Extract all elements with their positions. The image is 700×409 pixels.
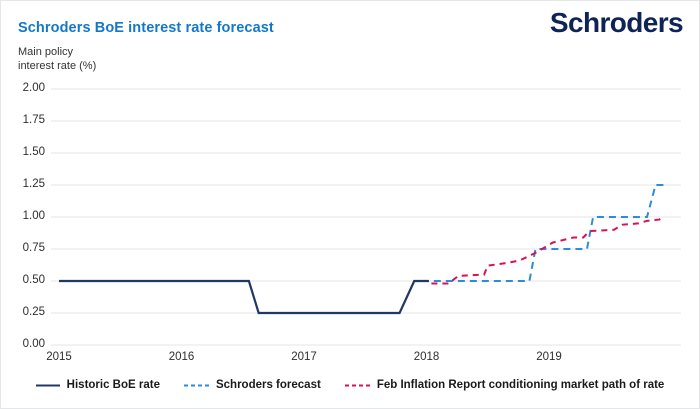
y-axis-label-line2: interest rate (%) bbox=[18, 60, 97, 72]
y-tick-label: 1.25 bbox=[22, 178, 45, 190]
legend-item-historic: Historic BoE rate bbox=[35, 379, 160, 391]
schroders-forecast-line bbox=[433, 184, 666, 282]
legend-item-market-path: Feb Inflation Report conditioning market… bbox=[344, 379, 665, 391]
historic-boe-rate-line bbox=[59, 279, 429, 315]
y-tick-label: 0.75 bbox=[22, 242, 45, 254]
page-title: Schroders BoE interest rate forecast bbox=[18, 20, 274, 36]
schroders-logo: Schroders bbox=[549, 7, 684, 38]
legend-label-historic: Historic BoE rate bbox=[66, 379, 160, 391]
y-tick-label: 1.75 bbox=[22, 114, 45, 126]
y-tick-label: 0.25 bbox=[22, 306, 45, 318]
solid-line-swatch bbox=[35, 384, 60, 386]
legend-item-forecast: Schroders forecast bbox=[183, 379, 321, 391]
y-tick-label: 0.00 bbox=[22, 338, 45, 350]
x-tick-label: 2019 bbox=[536, 351, 562, 363]
y-tick-label: 1.00 bbox=[22, 210, 45, 222]
dashed-line-swatch bbox=[344, 384, 370, 386]
feb-inflation-report-conditioning-market-path-of-rate-line bbox=[431, 216, 665, 285]
y-tick-label: 1.50 bbox=[22, 146, 45, 158]
x-tick-label: 2017 bbox=[291, 351, 317, 363]
y-axis-label: Main policy interest rate (%) bbox=[18, 45, 96, 73]
x-tick-label: 2015 bbox=[46, 351, 72, 363]
legend-label-market-path: Feb Inflation Report conditioning market… bbox=[376, 379, 665, 391]
y-tick-label: 0.50 bbox=[22, 274, 45, 286]
legend-label-forecast: Schroders forecast bbox=[215, 379, 321, 391]
x-tick-label: 2016 bbox=[168, 351, 195, 363]
legend: Historic BoE rate Schroders forecast Feb… bbox=[1, 379, 699, 391]
y-tick-label: 2.00 bbox=[22, 82, 45, 94]
dashed-line-swatch bbox=[183, 384, 209, 386]
y-axis-label-line1: Main policy bbox=[18, 46, 74, 58]
x-tick-label: 2018 bbox=[413, 351, 440, 363]
